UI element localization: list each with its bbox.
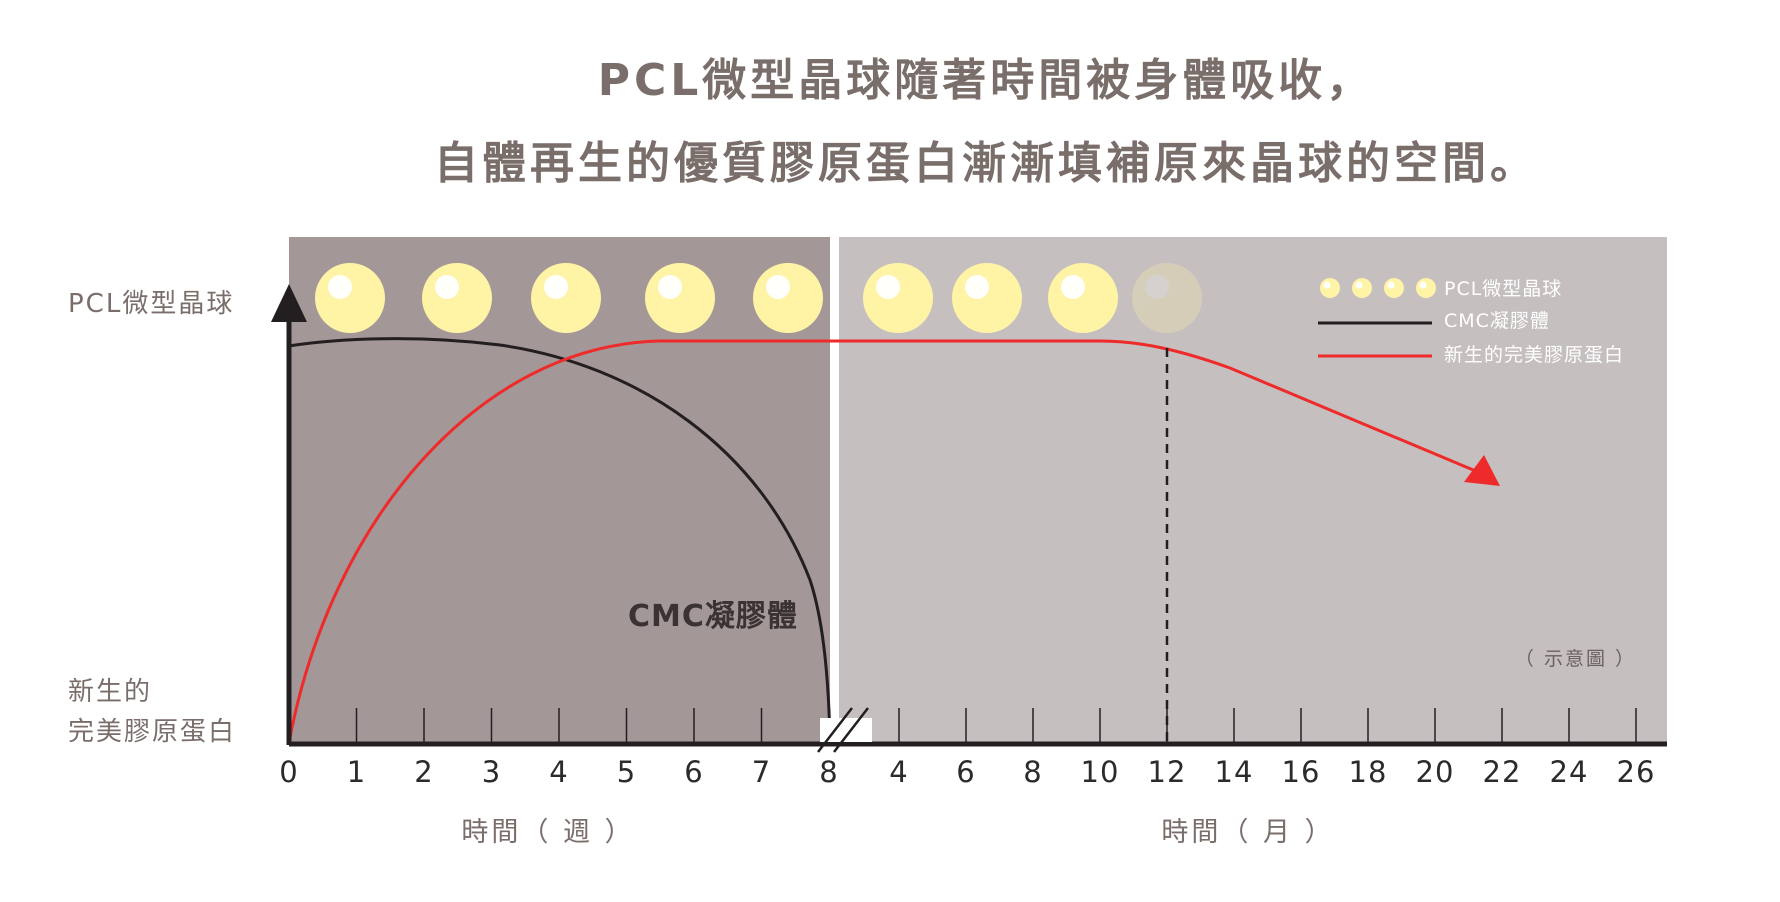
legend-spheres-label: PCL微型晶球	[1444, 278, 1562, 300]
week-tick-label: 2	[414, 755, 433, 789]
axis-break	[817, 707, 872, 753]
title-line-1: PCL微型晶球隨著時間被身體吸收，	[598, 55, 1375, 106]
pcl-sphere	[1132, 263, 1202, 333]
title-line-2: 自體再生的優質膠原蛋白漸漸填補原來晶球的空間。	[434, 138, 1538, 189]
week-tick-label: 3	[482, 755, 501, 789]
sphere-row	[315, 263, 1202, 333]
week-tick-label: 1	[347, 755, 366, 789]
y-axis-arrow	[271, 284, 307, 322]
pcl-sphere	[863, 263, 933, 333]
y-axis-bottom-label-line-1: 新生的	[68, 677, 152, 707]
pcl-sphere	[753, 263, 823, 333]
pcl-sphere	[422, 263, 492, 333]
month-tick-label: 6	[956, 755, 975, 789]
month-tick-label: 18	[1349, 755, 1388, 789]
month-tick-label: 12	[1148, 755, 1187, 789]
months-ticks: 4 6 8 10 12 14 16 18 20 22 24 26	[889, 708, 1656, 789]
month-tick-label: 14	[1215, 755, 1254, 789]
week-tick-label: 8	[819, 755, 838, 789]
week-tick-label: 4	[549, 755, 568, 789]
schematic-note: （ 示意圖 ）	[1515, 648, 1636, 670]
y-axis-bottom-label-line-2: 完美膠原蛋白	[68, 717, 236, 747]
legend: PCL微型晶球 CMC凝膠體 新生的完美膠原蛋白	[1318, 278, 1624, 366]
legend-sphere-swatch	[1320, 278, 1436, 298]
month-tick-label: 4	[889, 755, 908, 789]
week-tick-label: 6	[684, 755, 703, 789]
pcl-sphere	[645, 263, 715, 333]
pcl-sphere	[1048, 263, 1118, 333]
pcl-sphere	[952, 263, 1022, 333]
month-tick-label: 16	[1282, 755, 1321, 789]
pcl-sphere	[531, 263, 601, 333]
cmc-gel-curve	[288, 337, 832, 744]
cmc-gel-label: CMC凝膠體	[628, 599, 798, 634]
legend-collagen-label: 新生的完美膠原蛋白	[1444, 344, 1624, 366]
month-tick-label: 10	[1081, 755, 1120, 789]
pcl-sphere	[315, 263, 385, 333]
month-tick-label: 24	[1550, 755, 1589, 789]
month-tick-label: 26	[1617, 755, 1656, 789]
month-tick-label: 8	[1023, 755, 1042, 789]
x-axis-months-label: 時間（ 月 ）	[1161, 817, 1334, 848]
month-tick-label: 20	[1416, 755, 1455, 789]
collagen-curve	[287, 339, 1479, 744]
y-axis-top-label: PCL微型晶球	[68, 289, 234, 319]
week-tick-label: 0	[279, 755, 298, 789]
x-axis-weeks-label: 時間（ 週 ）	[461, 817, 634, 848]
month-tick-label: 22	[1483, 755, 1522, 789]
legend-cmc-label: CMC凝膠體	[1444, 310, 1550, 332]
weeks-ticks: 0 1 2 3 4 5 6 7 8	[279, 708, 838, 789]
collagen-arrow-head	[1464, 455, 1500, 486]
week-tick-label: 7	[752, 755, 771, 789]
week-tick-label: 5	[617, 755, 636, 789]
